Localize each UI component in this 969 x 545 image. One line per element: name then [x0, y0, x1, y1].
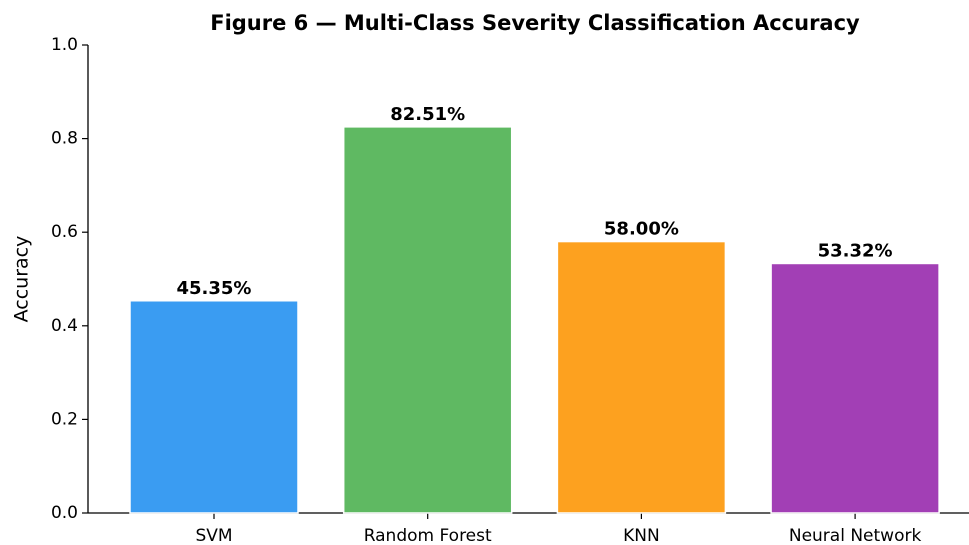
chart-title: Figure 6 — Multi-Class Severity Classifi…	[210, 11, 860, 35]
y-tick-label: 0.8	[51, 129, 78, 149]
bar	[770, 262, 940, 514]
x-tick-label: KNN	[623, 526, 660, 545]
x-tick-label: Random Forest	[364, 526, 492, 545]
y-axis-label: Accuracy	[11, 236, 33, 323]
value-label: 58.00%	[604, 219, 679, 240]
value-label: 53.32%	[818, 240, 893, 261]
y-tick-label: 0.0	[51, 503, 78, 523]
bar	[342, 126, 513, 514]
bar	[129, 300, 299, 514]
y-tick-label: 0.6	[51, 222, 78, 242]
y-tick-label: 0.4	[51, 316, 78, 336]
y-tick-label: 0.2	[51, 409, 78, 429]
x-tick-label: Neural Network	[789, 526, 922, 545]
bar	[556, 240, 727, 514]
value-label: 82.51%	[390, 104, 465, 125]
value-label: 45.35%	[177, 278, 252, 299]
x-tick-label: SVM	[195, 526, 232, 545]
y-tick-label: 1.0	[51, 35, 78, 55]
